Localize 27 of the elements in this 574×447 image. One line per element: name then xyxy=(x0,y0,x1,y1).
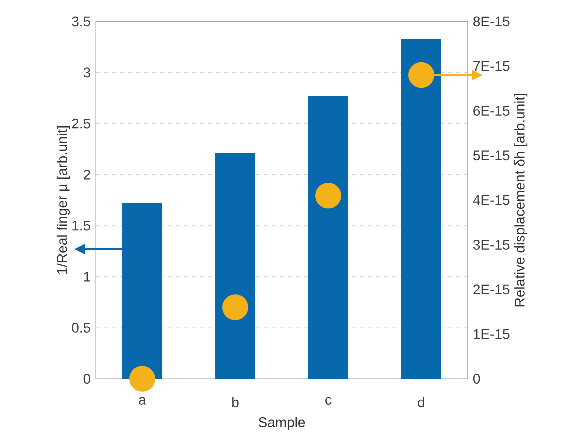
y2-tick-label: 3E-15 xyxy=(473,240,510,250)
y2-tick-label: 7E-15 xyxy=(474,61,510,72)
y2-tick-label: 1E-15 xyxy=(474,329,510,340)
y-axis-title: 1/Real finger μ [arb.unit] xyxy=(56,126,70,274)
y-tick-label: 2 xyxy=(84,170,90,180)
bar xyxy=(308,96,348,380)
y-tick-label: 3 xyxy=(84,68,90,78)
y2-tick-label: 2E-15 xyxy=(474,284,510,295)
x-axis-title: Sample xyxy=(258,417,306,430)
y2-axis-title: Relative displacement δh [arb.unit] xyxy=(514,94,528,307)
y2-tick-label: 6E-15 xyxy=(474,106,510,116)
y-tick-label: 2.5 xyxy=(72,118,90,129)
x-tick-label: b xyxy=(232,397,239,408)
y2-tick-label: 4E-15 xyxy=(473,195,510,206)
y2-tick-label: 0 xyxy=(473,374,480,384)
x-tick-label: d xyxy=(418,397,424,408)
y-tick-label: 1 xyxy=(84,272,90,282)
y-tick-label: 0.5 xyxy=(72,323,90,333)
y2-tick-label: 5E-15 xyxy=(474,150,510,161)
y-tick-label: 3.5 xyxy=(72,16,90,27)
bar xyxy=(216,153,256,380)
y2-tick-label: 8E-15 xyxy=(474,16,510,27)
y-tick-label: 0 xyxy=(84,374,91,384)
x-tick-label: a xyxy=(139,397,146,405)
x-tick-label: c xyxy=(326,397,332,405)
bar xyxy=(402,39,442,380)
y-tick-label: 1.5 xyxy=(72,220,90,231)
